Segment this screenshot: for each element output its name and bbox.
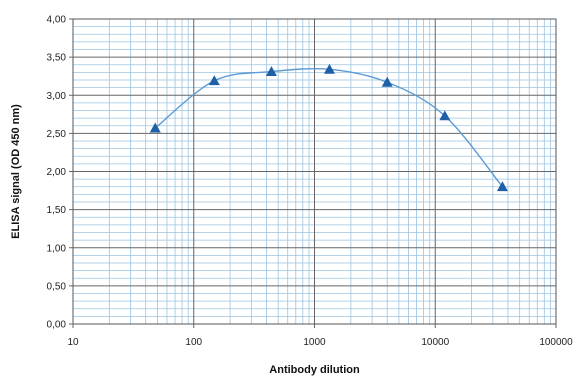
series-layer bbox=[149, 63, 508, 192]
y-tick-label: 1,00 bbox=[47, 243, 67, 254]
data-point-triangle bbox=[381, 76, 393, 87]
y-tick-label: 0,00 bbox=[47, 320, 67, 331]
x-tick-label: 10 bbox=[67, 337, 79, 348]
x-axis-ticks: 10 100 1000 10000 100000 bbox=[67, 324, 573, 348]
y-tick-label: 2,00 bbox=[47, 167, 67, 178]
y-axis-title: ELISA signal (OD 450 nm) bbox=[10, 104, 22, 239]
data-point-triangle bbox=[149, 122, 161, 133]
y-tick-label: 1,50 bbox=[47, 205, 67, 216]
x-tick-label: 1000 bbox=[303, 337, 326, 348]
x-tick-label: 100000 bbox=[539, 337, 573, 348]
y-tick-label: 2,50 bbox=[47, 129, 67, 140]
y-tick-label: 4,00 bbox=[47, 15, 67, 26]
x-axis-title: Antibody dilution bbox=[269, 364, 360, 376]
data-point-triangle bbox=[439, 110, 451, 121]
x-tick-label: 10000 bbox=[421, 337, 449, 348]
y-tick-label: 0,50 bbox=[47, 281, 67, 292]
data-point-triangle bbox=[323, 63, 335, 74]
y-tick-label: 3,00 bbox=[47, 91, 67, 102]
data-point-triangle bbox=[208, 75, 220, 86]
grid-lines bbox=[72, 18, 557, 325]
y-axis-ticks: 0,00 0,50 1,00 1,50 2,00 2,50 3,00 3,50 4,00 bbox=[47, 15, 73, 331]
plot-area bbox=[72, 18, 557, 325]
x-tick-label: 100 bbox=[185, 337, 202, 348]
data-point-triangle bbox=[265, 66, 277, 77]
data-point-triangle bbox=[496, 181, 508, 192]
y-tick-label: 3,50 bbox=[47, 53, 67, 64]
